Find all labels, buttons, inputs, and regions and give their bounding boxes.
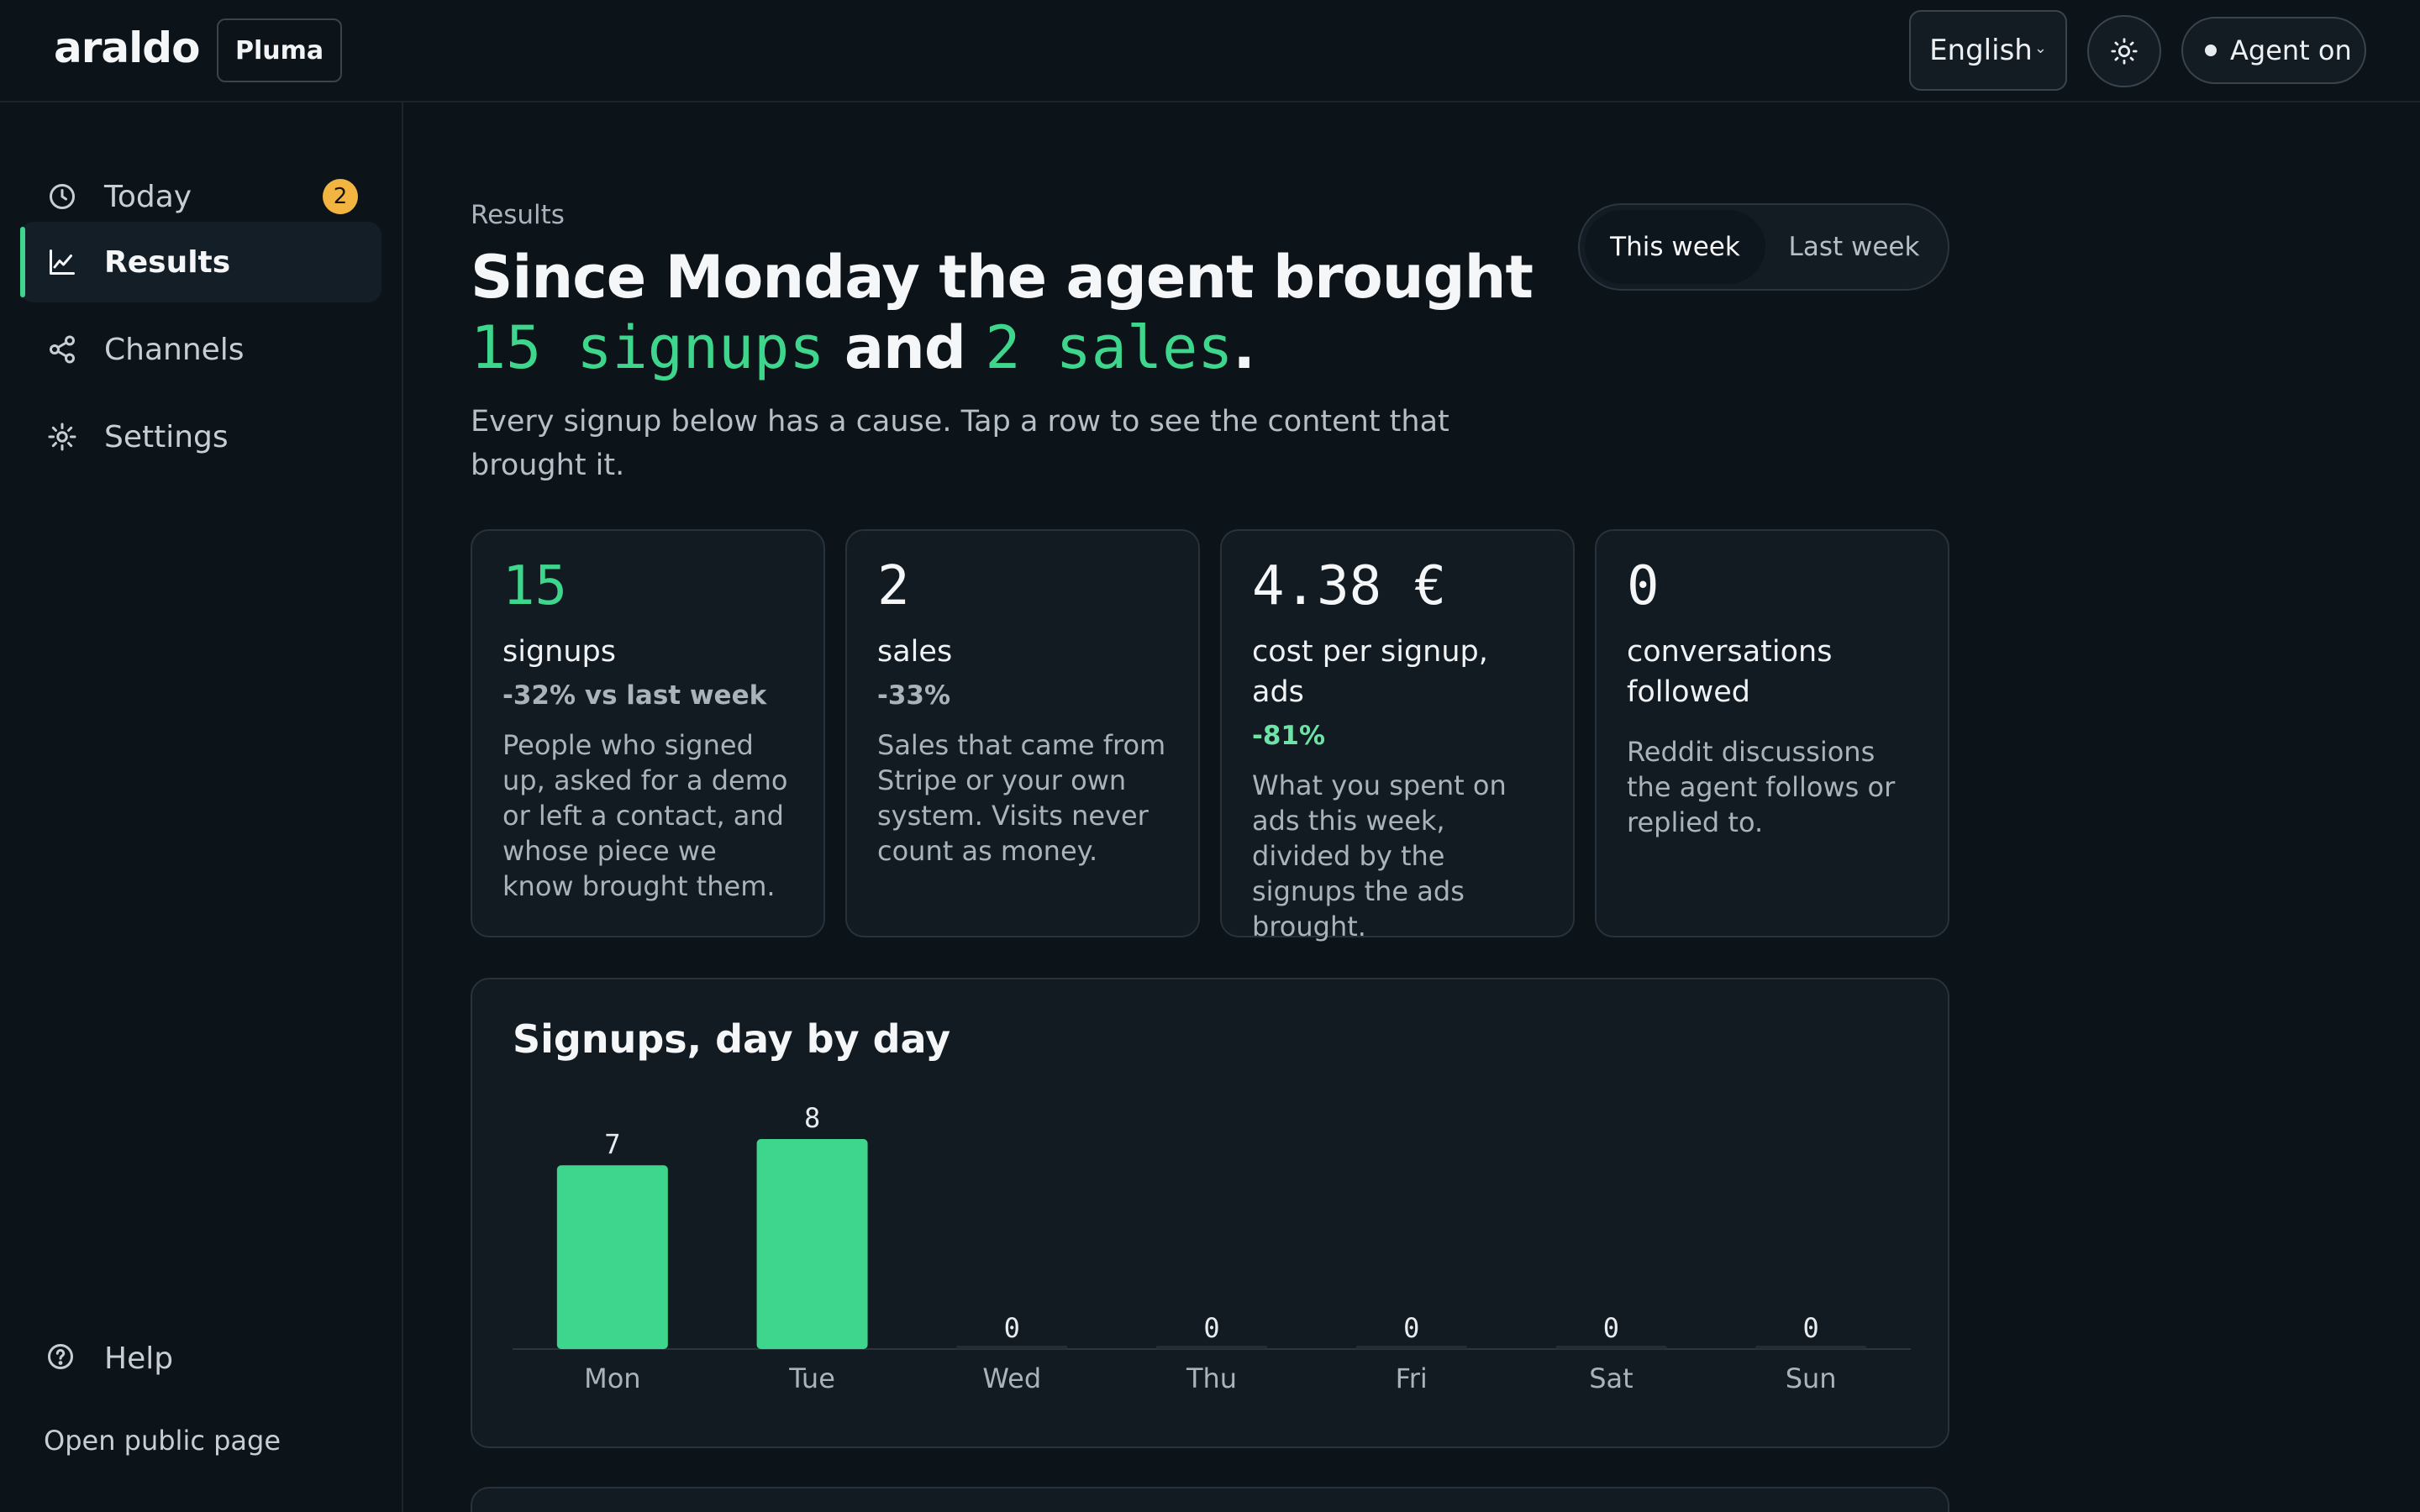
- open-public-page-link[interactable]: Open public page: [44, 1425, 281, 1457]
- sidebar-item-settings[interactable]: Settings: [20, 396, 381, 477]
- language-select[interactable]: English ⌄: [1909, 10, 2067, 91]
- stat-description: What you spent on ads this week, divided…: [1252, 769, 1507, 942]
- chart-bar-sat[interactable]: [1555, 1346, 1667, 1349]
- agent-status-label: Agent on: [2230, 34, 2352, 66]
- chart-bar-tue[interactable]: [756, 1139, 868, 1349]
- page-title: Since Monday the agent brought 15 signup…: [471, 242, 1563, 383]
- chart-line-icon: [45, 245, 79, 279]
- chart-data-label: 0: [1403, 1312, 1419, 1344]
- notification-badge: 2: [323, 179, 358, 214]
- sidebar-item-channels[interactable]: Channels: [20, 309, 381, 390]
- chart-tick-label: Sun: [1786, 1362, 1837, 1394]
- sidebar-item-label: Results: [104, 244, 231, 280]
- help-link[interactable]: Help: [20, 1320, 381, 1396]
- status-dot: [2205, 45, 2217, 56]
- headline-prefix: Since Monday the agent brought: [471, 243, 1534, 312]
- stat-value: 4.38 €: [1252, 555, 1447, 617]
- chart-tick-label: Wed: [982, 1362, 1041, 1394]
- tab-last-week[interactable]: Last week: [1788, 232, 1920, 262]
- sun-icon: [2111, 38, 2138, 65]
- chart-data-label: 0: [1203, 1312, 1219, 1344]
- sidebar-item-label: Channels: [104, 332, 245, 367]
- stat-description: People who signed up, asked for a demo o…: [502, 729, 788, 902]
- headline-and: and: [844, 313, 966, 382]
- logo[interactable]: araldo: [54, 24, 200, 72]
- agent-status-toggle[interactable]: Agent on: [2181, 17, 2366, 84]
- help-label: Help: [104, 1341, 174, 1376]
- chart-bar-wed[interactable]: [956, 1346, 1068, 1349]
- page-subtitle: Every signup below has a cause. Tap a ro…: [471, 405, 1449, 482]
- chart-bar-mon[interactable]: [556, 1165, 668, 1349]
- next-section-card: [471, 1487, 1949, 1512]
- stat-card-sales: 2 sales -33% Sales that came from Stripe…: [845, 529, 1200, 937]
- stat-value: 0: [1627, 555, 1660, 617]
- chart-title: Signups, day by day: [513, 1016, 951, 1062]
- sidebar: Today 2 Results Channels: [0, 102, 403, 1512]
- stat-description: Reddit discussions the agent follows or …: [1627, 736, 1896, 838]
- sidebar-item-label: Today: [104, 179, 192, 214]
- stat-delta: -33%: [877, 680, 951, 711]
- stat-value: 15: [502, 555, 568, 617]
- stat-delta: -32% vs last week: [502, 680, 767, 711]
- gear-icon: [45, 420, 79, 454]
- theme-toggle-button[interactable]: [2087, 15, 2161, 87]
- stat-delta: -81%: [1252, 721, 1326, 751]
- stat-card-conversations: 0 conversations followed Reddit discussi…: [1595, 529, 1949, 937]
- chart-bar-fri[interactable]: [1355, 1346, 1467, 1349]
- sidebar-item-results[interactable]: Results: [20, 222, 381, 302]
- chart-tick-label: Fri: [1396, 1362, 1428, 1394]
- stat-label: cost per signup, ads: [1252, 635, 1488, 709]
- sidebar-item-label: Settings: [104, 419, 229, 454]
- page-eyebrow: Results: [471, 200, 565, 230]
- workspace-switcher[interactable]: Pluma: [217, 18, 343, 82]
- chart-tick-label: Sat: [1589, 1362, 1633, 1394]
- signups-chart-card: Signups, day by day 7 Mon 8 Tue 0 Wed 0 Thu 0 Fri…: [471, 978, 1949, 1448]
- stat-label: sales: [877, 635, 953, 669]
- top-bar: araldo Pluma English ⌄ Agent on: [0, 0, 2420, 102]
- stat-card-signups: 15 signups -32% vs last week People who …: [471, 529, 825, 937]
- stat-card-cost-per-signup: 4.38 € cost per signup, ads -81% What yo…: [1220, 529, 1575, 942]
- share-icon: [45, 333, 79, 366]
- chart-tick-label: Thu: [1186, 1362, 1237, 1394]
- tab-this-week[interactable]: This week: [1585, 210, 1765, 284]
- help-icon: [45, 1341, 79, 1375]
- chart-data-label: 8: [804, 1102, 820, 1134]
- language-label: English: [1929, 34, 2033, 67]
- headline-signups: 15 signups: [471, 313, 825, 382]
- chart-bar-sun[interactable]: [1755, 1346, 1867, 1349]
- chart-data-label: 0: [1603, 1312, 1619, 1344]
- chart-tick-label: Mon: [584, 1362, 640, 1394]
- stat-label: conversations followed: [1627, 635, 1833, 709]
- stat-label: signups: [502, 635, 616, 669]
- chart-data-label: 7: [604, 1128, 620, 1160]
- headline-sales: 2 sales: [985, 313, 1234, 382]
- period-toggle: This week Last week: [1578, 203, 1949, 291]
- chart-data-label: 0: [1004, 1312, 1020, 1344]
- headline-end: .: [1233, 313, 1255, 382]
- signups-bar-chart: 7 Mon 8 Tue 0 Wed 0 Thu 0 Fri 0 Sat 0 Sun: [513, 1102, 1911, 1394]
- sidebar-item-today[interactable]: Today 2: [20, 156, 381, 237]
- chart-tick-label: Tue: [788, 1362, 835, 1394]
- chart-bar-thu[interactable]: [1156, 1346, 1267, 1349]
- stat-description: Sales that came from Stripe or your own …: [877, 729, 1166, 867]
- stat-value: 2: [877, 555, 910, 617]
- chart-data-label: 0: [1803, 1312, 1819, 1344]
- chevron-down-icon: ⌄: [2033, 39, 2047, 57]
- clock-icon: [45, 180, 79, 213]
